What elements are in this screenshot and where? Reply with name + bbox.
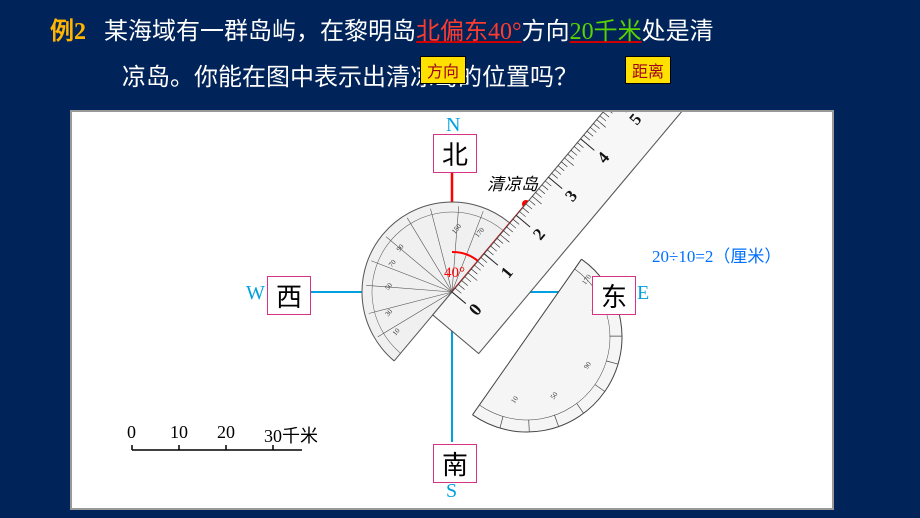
dir-s-letter: S bbox=[446, 480, 457, 503]
diagram-panel: 10 30 50 70 90 170 150 bbox=[70, 110, 834, 510]
q-mid: 方向 bbox=[522, 19, 570, 45]
dir-e-letter: E bbox=[637, 282, 649, 305]
dir-w-letter: W bbox=[246, 282, 265, 305]
scale-20: 20 bbox=[217, 422, 235, 443]
scale-0: 0 bbox=[127, 422, 136, 443]
island-label: 清凉岛 bbox=[487, 175, 539, 194]
q-line2: 凉岛。你能在图中表示出清凉岛的位置吗？ bbox=[122, 65, 578, 91]
q-dist: 20千米 bbox=[570, 19, 642, 45]
dir-w-box: 西 bbox=[267, 276, 311, 315]
tag-direction: 方向 bbox=[420, 56, 466, 84]
calc-text: 20÷10=2（厘米） bbox=[652, 242, 781, 267]
dir-s-box: 南 bbox=[433, 444, 477, 483]
scale-30: 30千米 bbox=[264, 422, 318, 448]
example-label: 例2 bbox=[50, 19, 86, 45]
slide-root: 例2 某海域有一群岛屿，在黎明岛北偏东40°方向20千米处是清 凉岛。你能在图中… bbox=[0, 0, 920, 518]
dir-n-box: 北 bbox=[433, 134, 477, 173]
q-post: 处是清 bbox=[642, 19, 714, 45]
dir-e-box: 东 bbox=[592, 276, 636, 315]
scale-10: 10 bbox=[170, 422, 188, 443]
tag-distance: 距离 bbox=[625, 56, 671, 84]
q-heading: 北偏东40° bbox=[416, 19, 522, 45]
q-pre: 某海域有一群岛屿，在黎明岛 bbox=[104, 19, 416, 45]
angle-label: 40° bbox=[444, 265, 465, 281]
